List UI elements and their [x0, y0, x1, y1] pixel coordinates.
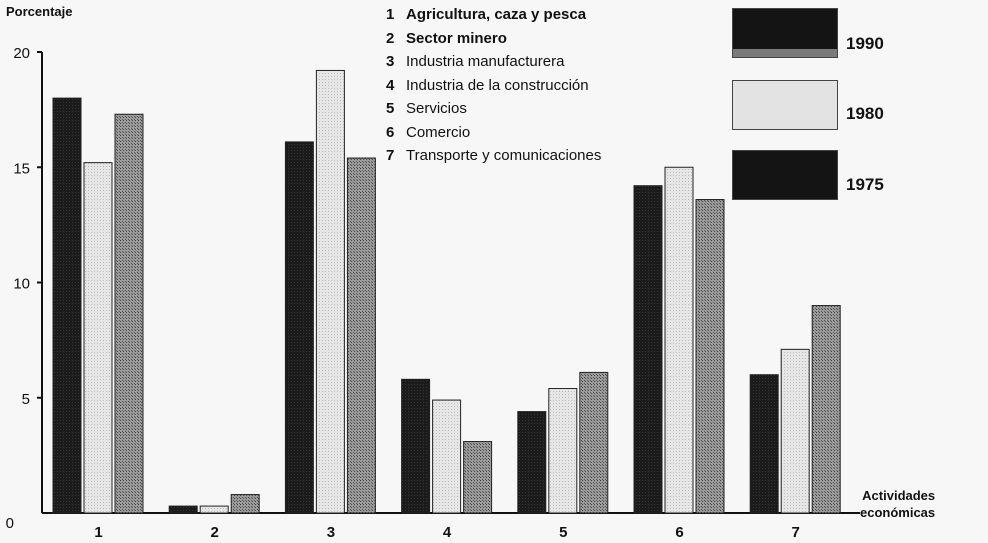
- series-legend-label-1975: 1975: [846, 175, 884, 194]
- bar-1975-cat-3: [284, 141, 314, 514]
- x-tick-label-5: 5: [559, 524, 567, 541]
- x-axis-label: Actividades económicas: [860, 487, 935, 521]
- bar-1975-cat-2: [168, 505, 198, 514]
- category-legend-item-4: 4 Industria de la construcción: [386, 74, 601, 98]
- bar-1980-cat-6: [664, 166, 694, 514]
- bar-1990-cat-4: [463, 441, 493, 514]
- x-tick-label-1: 1: [94, 524, 102, 541]
- x-tick-label-3: 3: [327, 524, 335, 541]
- y-axis-label: Porcentaje: [6, 4, 73, 19]
- category-legend-label: Servicios: [406, 100, 467, 117]
- category-legend-item-3: 3 Industria manufacturera: [386, 50, 601, 74]
- category-legend-label: Transporte y comunicaciones: [406, 147, 602, 164]
- category-legend-number: 7: [386, 147, 395, 164]
- category-legend-item-2: 2 Sector minero: [386, 27, 601, 51]
- category-legend-label: Comercio: [406, 123, 471, 141]
- bar-1980-cat-7: [780, 348, 810, 514]
- bar-1980-cat-1: [83, 162, 113, 514]
- series-legend-label-1990: 1990: [846, 34, 884, 53]
- series-legend-swatch-1975: [732, 150, 838, 200]
- x-axis-label-line-1: Actividades: [862, 488, 936, 503]
- x-tick-label-7: 7: [792, 524, 800, 541]
- x-tick-label-6: 6: [675, 524, 683, 541]
- y-tick-label-5: 5: [22, 391, 30, 408]
- bar-1980-cat-4: [432, 399, 462, 514]
- bar-1990-cat-3: [346, 157, 376, 514]
- bar-1980-cat-3: [315, 69, 345, 514]
- category-legend-item-6: 6 Comercio: [386, 121, 601, 145]
- series-legend-swatch-1990: [732, 8, 838, 58]
- y-tick-label-15: 15: [13, 160, 30, 177]
- bar-1990-cat-1: [114, 113, 144, 514]
- category-legend-number: 2: [386, 29, 395, 47]
- category-legend-number: 5: [386, 100, 395, 117]
- category-legend-label: Industria manufacturera: [406, 53, 565, 70]
- bar-1990-cat-5: [579, 371, 609, 514]
- bar-1980-cat-2: [199, 505, 229, 514]
- category-legend-label: Sector minero: [406, 29, 507, 47]
- category-legend-item-1: 1 Agricultura, caza y pesca: [386, 3, 601, 27]
- bar-1975-cat-4: [401, 378, 431, 514]
- series-legend-label-1980: 1980: [846, 104, 884, 123]
- series-legend-item-1975: 1975: [730, 150, 980, 202]
- bar-1980-cat-5: [548, 388, 578, 514]
- bar-1975-cat-6: [633, 185, 663, 514]
- x-axis-label-line-2: económicas: [860, 505, 936, 520]
- category-legend-item-5: 5 Servicios: [386, 97, 601, 121]
- bar-1990-cat-7: [811, 305, 841, 514]
- category-legend-item-7: 7 Transporte y comunicaciones: [386, 144, 601, 168]
- category-legend-label: Industria de la construcción: [406, 76, 589, 94]
- category-legend-label: Agricultura, caza y pesca: [406, 6, 587, 23]
- x-tick-label-2: 2: [211, 524, 219, 541]
- category-legend-number: 3: [386, 53, 395, 70]
- series-legend-swatch-1980: [732, 80, 838, 130]
- x-tick-label-4: 4: [443, 524, 452, 541]
- series-legend-item-1980: 1980: [730, 80, 980, 132]
- category-legend: 1 Agricultura, caza y pesca 2 Sector minero…: [386, 3, 601, 168]
- series-legend-item-1990: 1990: [730, 8, 980, 60]
- bar-1975-cat-5: [517, 411, 547, 514]
- category-legend-number: 4: [386, 76, 395, 94]
- bar-1975-cat-1: [52, 97, 82, 514]
- bar-1975-cat-7: [749, 374, 779, 514]
- y-tick-label-20: 20: [13, 45, 30, 62]
- category-legend-number: 6: [386, 123, 395, 141]
- y-tick-label-0: 0: [6, 515, 14, 532]
- bar-1990-cat-6: [695, 199, 725, 514]
- category-legend-number: 1: [386, 6, 395, 23]
- bar-1990-cat-2: [230, 494, 260, 514]
- y-tick-label-10: 10: [13, 276, 30, 293]
